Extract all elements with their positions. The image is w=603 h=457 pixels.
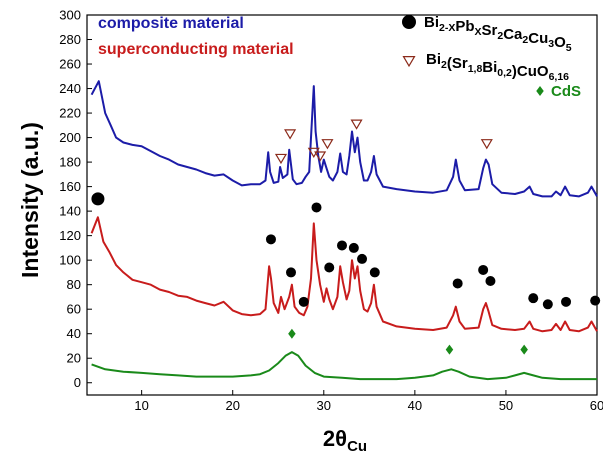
formula-part: Pb (455, 18, 474, 35)
series-line-0 (90, 80, 598, 198)
x-axis-label-main: 2θ (323, 426, 347, 451)
peak-marker-triangle (321, 139, 334, 150)
legend-label-cds: CdS (551, 83, 581, 100)
x-tick-label: 20 (225, 398, 239, 413)
y-tick-label: 160 (59, 179, 81, 194)
formula-part: Sr (482, 22, 498, 39)
formula-subscript: 5 (566, 42, 572, 54)
x-axis-label: 2θCu (323, 426, 367, 455)
peak-marker-triangle (480, 139, 493, 150)
series-label-superconducting: superconducting material (98, 41, 294, 58)
y-tick-label: 240 (59, 81, 81, 96)
peak-marker-circle (298, 296, 309, 307)
y-tick-label: 280 (59, 32, 81, 47)
y-tick-label: 100 (59, 253, 81, 268)
peak-marker-circle (265, 234, 276, 245)
x-tick-label: 30 (317, 398, 331, 413)
y-tick-label: 40 (67, 326, 81, 341)
legend-label-bi2201: Bi2(Sr1,8Bi0,2)CuO6,16 (426, 51, 569, 83)
formula-subscript: X (475, 26, 482, 38)
markers-layer (91, 119, 601, 355)
formula-subscript: 3 (548, 38, 554, 50)
formula-subscript: 2 (497, 30, 503, 42)
peak-marker-circle (590, 295, 601, 306)
y-axis-label: Intensity (a.u.) (17, 122, 43, 278)
formula-part: )CuO (512, 63, 549, 80)
peak-marker-circle (542, 299, 553, 310)
peak-marker-diamond (288, 328, 296, 339)
peak-marker-triangle (314, 151, 327, 162)
formula-part: Bi (424, 14, 439, 31)
y-tick-label: 220 (59, 106, 81, 121)
x-tick-label: 50 (499, 398, 513, 413)
formula-subscript: 0,2 (497, 67, 512, 79)
y-tick-label: 260 (59, 57, 81, 72)
peak-marker-circle (324, 262, 335, 273)
y-tick-label: 300 (59, 8, 81, 23)
series-line-1 (90, 216, 598, 333)
peak-marker-diamond (445, 344, 454, 355)
plot-frame (86, 14, 598, 396)
y-tick-label: 140 (59, 204, 81, 219)
peak-marker-circle (357, 253, 368, 264)
formula-part: Bi (426, 51, 441, 68)
axes: 0204060801001201401601802002202402602803… (59, 8, 603, 414)
peak-marker-circle (485, 276, 496, 286)
series-layer (90, 80, 598, 381)
legend-marker-diamond (536, 86, 544, 96)
formula-part: (Sr (447, 55, 468, 72)
peak-marker-circle (286, 267, 296, 278)
series-line-2 (91, 351, 597, 381)
peak-marker-triangle (284, 129, 297, 140)
y-tick-label: 120 (59, 228, 81, 243)
legend-marker-triangle (402, 55, 416, 68)
peak-marker-circle (348, 242, 359, 253)
peak-marker-triangle (350, 119, 363, 130)
x-tick-label: 40 (408, 398, 422, 413)
formula-subscript: 2 (441, 59, 447, 71)
x-tick-label: 10 (134, 398, 148, 413)
peak-marker-circle (337, 240, 347, 251)
formula-subscript: 1,8 (468, 63, 483, 75)
y-tick-label: 0 (74, 375, 81, 390)
y-tick-label: 80 (67, 277, 81, 292)
peak-marker-circle (478, 264, 489, 275)
formula-subscript: 2 (522, 34, 528, 46)
peak-marker-circle (311, 202, 322, 213)
y-tick-label: 180 (59, 155, 81, 170)
peak-marker-circle (528, 293, 539, 304)
series-label-composite: composite material (98, 15, 244, 32)
formula-part: Bi (482, 59, 497, 76)
legend-label-bi2212: Bi2-XPbXSr2Ca2Cu3O5 (424, 14, 572, 54)
peak-marker-circle (369, 267, 380, 278)
peak-marker-circle (561, 296, 572, 307)
formula-subscript: 6,16 (549, 71, 570, 83)
peak-marker-circle (91, 192, 105, 206)
peak-marker-diamond (520, 344, 528, 355)
y-tick-label: 200 (59, 130, 81, 145)
peak-marker-circle (452, 278, 463, 289)
formula-part: Ca (503, 26, 523, 43)
y-tick-label: 60 (67, 302, 81, 317)
legend: Bi2-XPbXSr2Ca2Cu3O5Bi2(Sr1,8Bi0,2)CuO6,1… (402, 14, 581, 100)
formula-part: Cu (528, 30, 548, 47)
legend-marker-circle (402, 15, 416, 29)
x-axis-label-sub: Cu (347, 438, 367, 455)
peak-marker-triangle (274, 153, 288, 165)
y-tick-label: 20 (67, 351, 81, 366)
formula-subscript: 2-X (439, 22, 455, 34)
formula-part: O (554, 34, 566, 51)
x-tick-label: 60 (590, 398, 603, 413)
